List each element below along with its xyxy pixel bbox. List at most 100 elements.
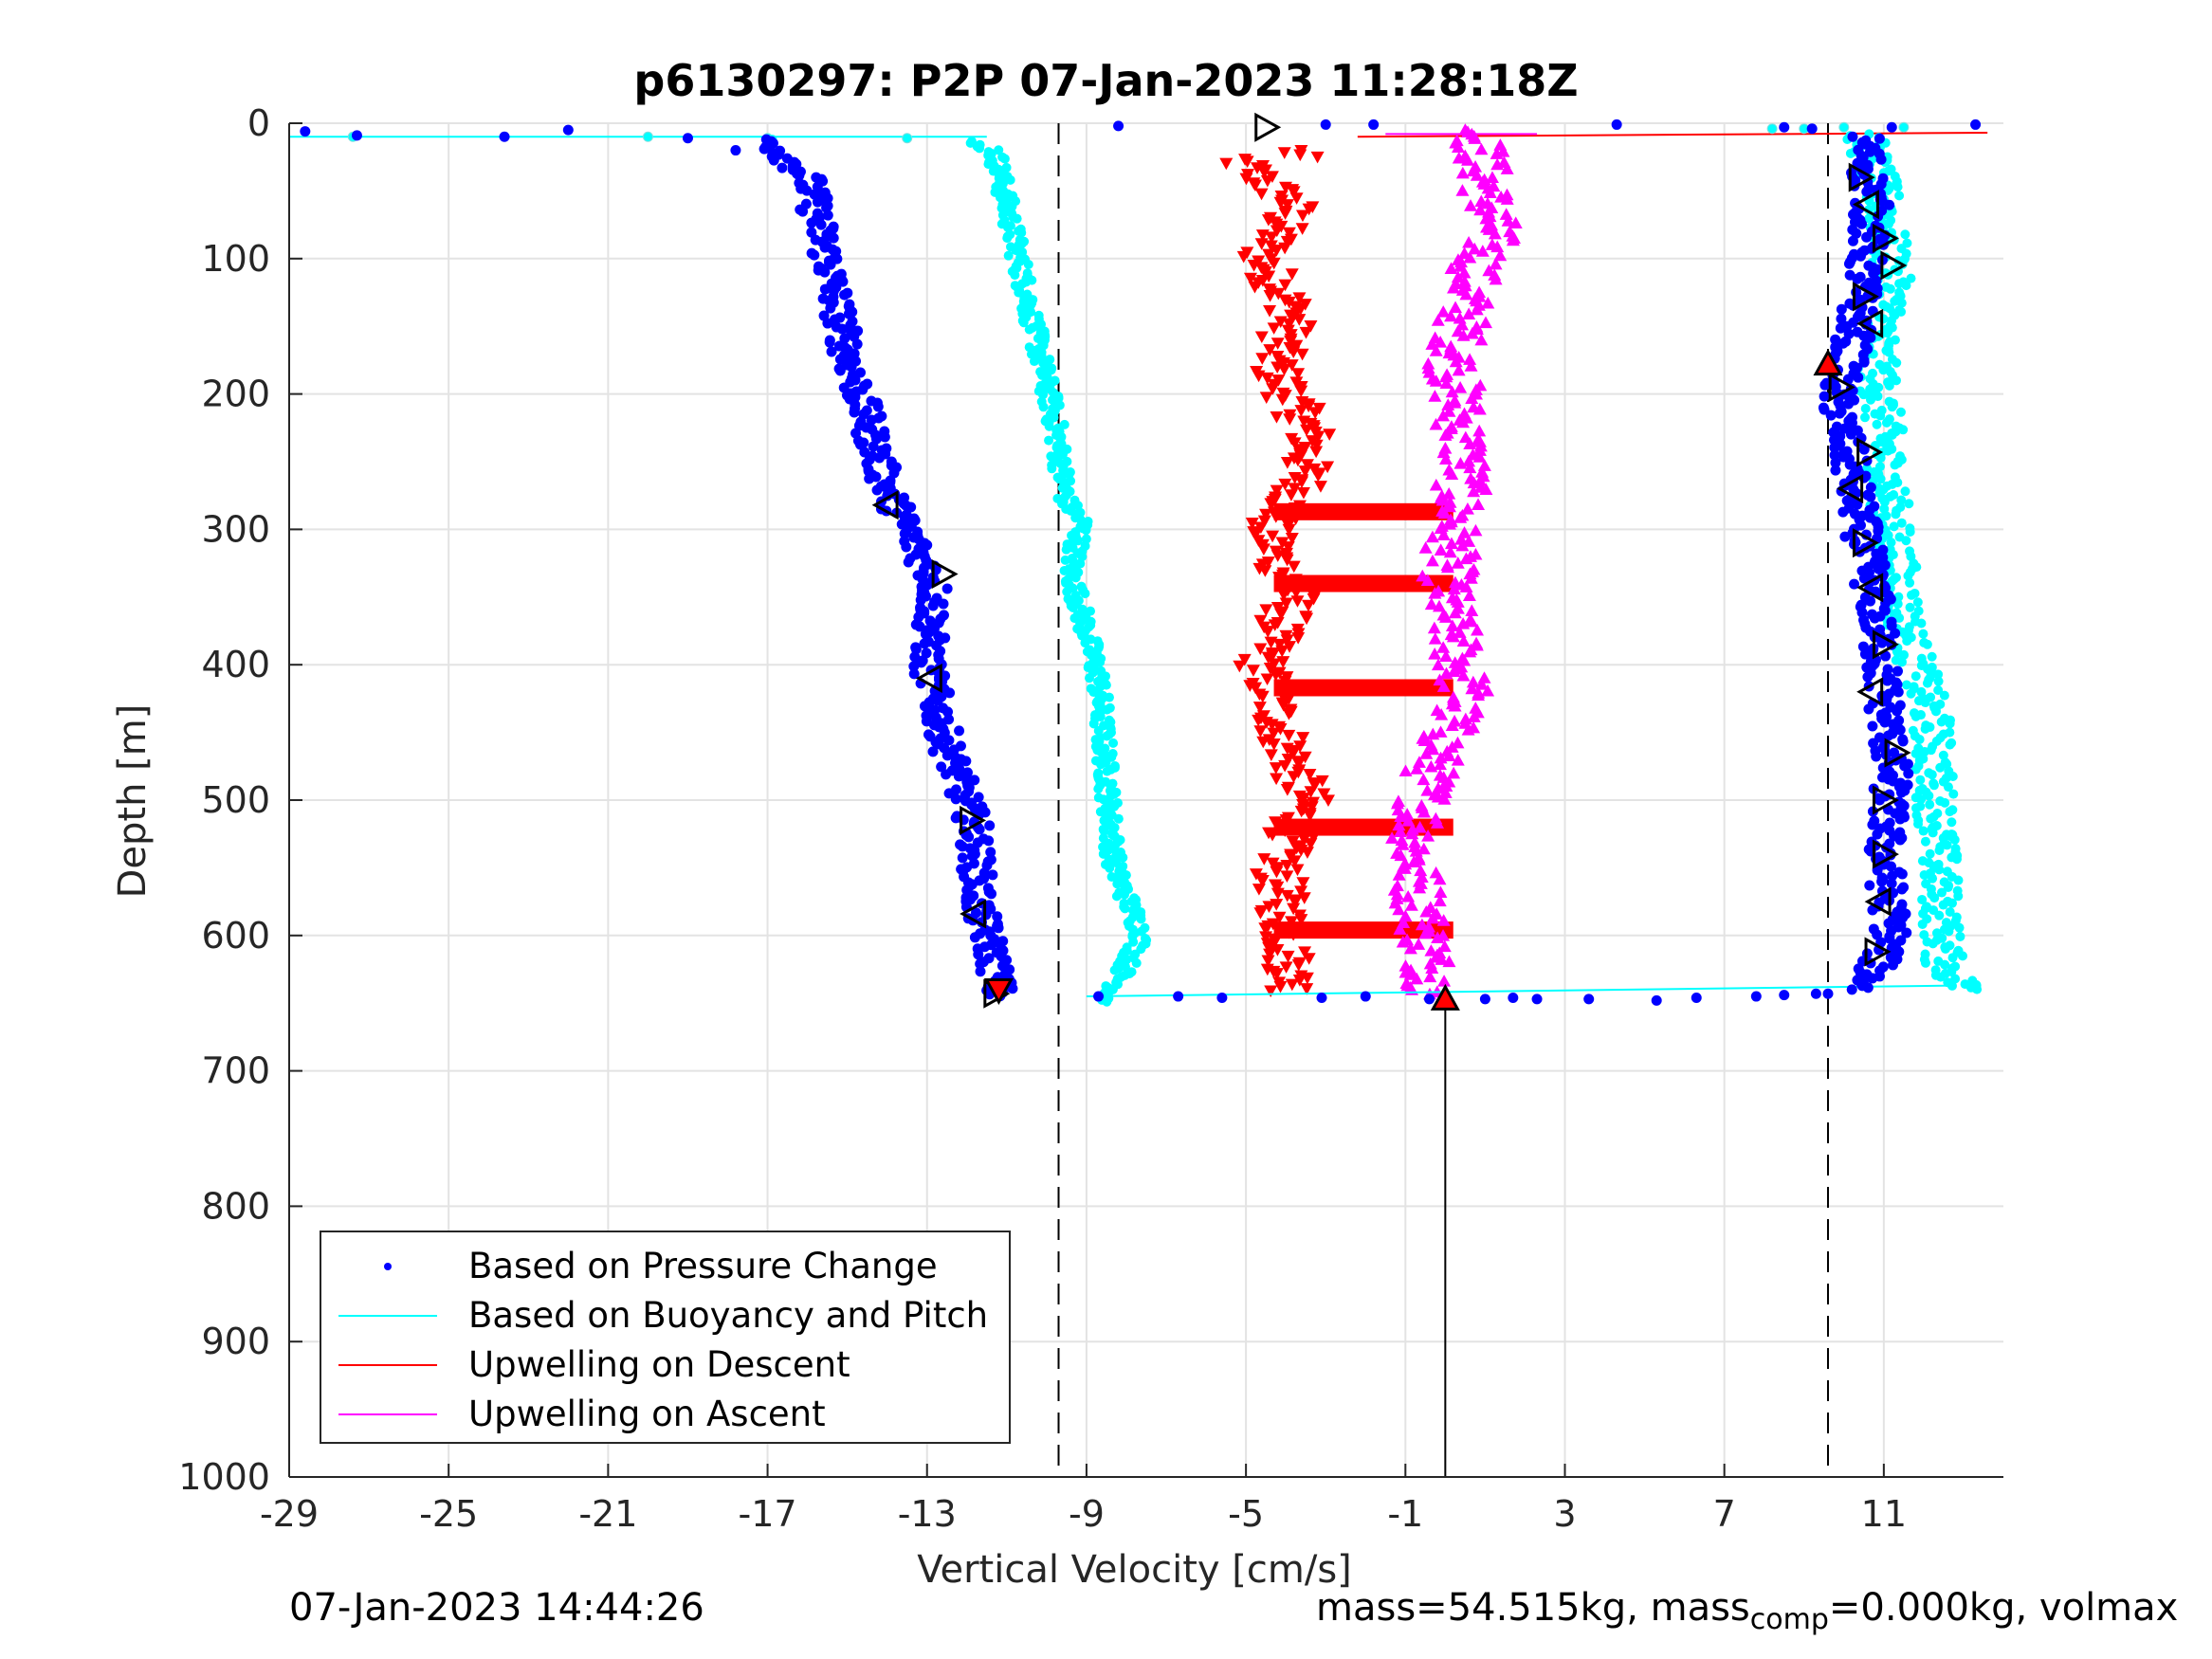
pressure-ascent-point	[1830, 457, 1841, 468]
upwelling-descent-marker	[1266, 829, 1280, 842]
pressure-descent-point	[822, 210, 833, 221]
upwelling-ascent-marker	[1470, 169, 1484, 181]
pressure-descent-point	[819, 283, 831, 295]
upwelling-ascent-marker	[1439, 666, 1453, 680]
x-tick-label: -17	[739, 1493, 797, 1535]
buoyancy-ascent-point	[1928, 873, 1938, 884]
upwelling-descent-marker	[1304, 786, 1318, 798]
buoyancy-descent-point	[1046, 365, 1056, 375]
buoyancy-descent-point	[1060, 555, 1070, 565]
upwelling-descent-marker	[1258, 565, 1272, 577]
upwelling-ascent-marker	[1401, 889, 1416, 902]
upwelling-descent-marker	[1236, 250, 1251, 264]
upwelling-descent-marker	[1281, 753, 1295, 766]
pressure-surface-point	[562, 124, 574, 136]
upwelling-ascent-marker	[1392, 902, 1406, 916]
upwelling-ascent-marker	[1428, 632, 1442, 645]
pressure-surface-point	[1320, 118, 1331, 130]
buoyancy-ascent-point	[1910, 803, 1921, 813]
pressure-descent-point	[950, 793, 961, 805]
upwelling-descent-marker	[1275, 645, 1289, 658]
buoyancy-ascent-point	[1922, 639, 1932, 649]
upwelling-descent-marker	[1282, 318, 1296, 331]
pressure-ascent-point	[1829, 442, 1840, 453]
upwelling-descent-marker	[1286, 504, 1300, 517]
upwelling-ascent-marker	[1442, 517, 1456, 530]
upwelling-ascent-marker	[1452, 363, 1466, 376]
upwelling-ascent-marker	[1390, 796, 1404, 810]
pressure-descent-point	[824, 337, 835, 348]
buoyancy-descent-point	[1102, 996, 1112, 1007]
buoyancy-ascent-point	[1858, 390, 1869, 400]
upwelling-descent-marker	[1309, 446, 1324, 459]
pressure-bottom-point	[1424, 994, 1435, 1005]
upwelling-descent-marker	[1285, 978, 1299, 992]
upwelling-descent-marker	[1290, 454, 1305, 467]
upwelling-ascent-marker	[1461, 154, 1475, 166]
buoyancy-descent-point	[1068, 602, 1078, 612]
buoyancy-extreme-point	[1946, 830, 1958, 842]
upwelling-descent-marker	[1296, 732, 1310, 744]
buoyancy-ascent-point	[1934, 910, 1945, 921]
pressure-descent-point	[864, 473, 875, 484]
pressure-descent-point	[849, 407, 860, 418]
buoyancy-ascent-point	[1892, 182, 1903, 192]
upwelling-ascent-marker	[1417, 734, 1432, 747]
upwelling-ascent-marker	[1463, 437, 1477, 450]
legend-entry-buoyancy: Based on Buoyancy and Pitch	[321, 1291, 1009, 1340]
upwelling-descent-marker	[1256, 736, 1271, 749]
buoyancy-ascent-point	[1947, 898, 1958, 908]
x-tick-label: 7	[1713, 1493, 1736, 1535]
open-triangle-marker	[1872, 785, 1899, 815]
pressure-bottom-point	[1750, 991, 1762, 1002]
upwelling-descent-marker	[1277, 363, 1291, 376]
upwelling-descent-marker	[1263, 663, 1277, 675]
upwelling-descent-crossbar	[1273, 679, 1453, 697]
pressure-descent-point	[868, 441, 879, 452]
buoyancy-ascent-point	[1936, 717, 1947, 727]
pressure-descent-point	[822, 318, 833, 329]
pressure-descent-point	[993, 922, 1004, 934]
upwelling-descent-marker	[1272, 572, 1287, 584]
buoyancy-ascent-point	[1875, 453, 1886, 464]
pressure-ascent-point	[1852, 499, 1863, 510]
upwelling-descent-marker	[1259, 604, 1273, 616]
pressure-ascent-point	[1839, 531, 1851, 542]
pressure-ascent-point	[1880, 650, 1892, 662]
upwelling-ascent-marker	[1425, 961, 1439, 974]
upwelling-ascent-marker	[1456, 329, 1471, 341]
y-tick-label: 800	[201, 1185, 270, 1227]
pressure-surface-point	[499, 131, 510, 142]
upwelling-ascent-marker	[1456, 634, 1471, 647]
pressure-ascent-point	[1867, 819, 1878, 830]
upwelling-descent-marker	[1273, 980, 1288, 994]
upwelling-descent-marker	[1321, 794, 1335, 807]
upwelling-descent-marker	[1282, 708, 1296, 720]
open-triangle-marker	[1856, 308, 1884, 338]
upwelling-descent-marker	[1253, 725, 1268, 738]
pressure-surface-point	[730, 145, 741, 156]
pressure-ascent-point	[1864, 880, 1875, 891]
upwelling-descent-marker	[1289, 192, 1304, 205]
buoyancy-ascent-point	[1896, 518, 1907, 528]
upwelling-ascent-marker	[1439, 779, 1453, 793]
upwelling-descent-marker	[1317, 788, 1331, 801]
upwelling-ascent-marker	[1436, 305, 1451, 318]
upwelling-ascent-marker	[1466, 675, 1480, 688]
upwelling-ascent-marker	[1451, 754, 1465, 766]
upwelling-descent-marker	[1279, 813, 1293, 827]
upwelling-ascent-marker	[1440, 560, 1454, 574]
buoyancy-ascent-point	[1945, 739, 1955, 750]
x-tick-label: -25	[419, 1493, 478, 1535]
upwelling-ascent-marker	[1448, 606, 1462, 619]
buoyancy-ascent-point	[1947, 980, 1957, 991]
upwelling-ascent-marker	[1426, 911, 1440, 924]
buoyancy-ascent-point	[1916, 794, 1927, 805]
upwelling-descent-marker	[1271, 881, 1285, 894]
pressure-ascent-point	[1856, 218, 1868, 229]
buoyancy-ascent-point	[1917, 894, 1928, 904]
buoyancy-ascent-point	[1920, 723, 1930, 734]
upwelling-descent-marker	[1294, 476, 1308, 489]
pressure-ascent-point	[1865, 332, 1876, 343]
buoyancy-ascent-point	[1891, 375, 1901, 386]
